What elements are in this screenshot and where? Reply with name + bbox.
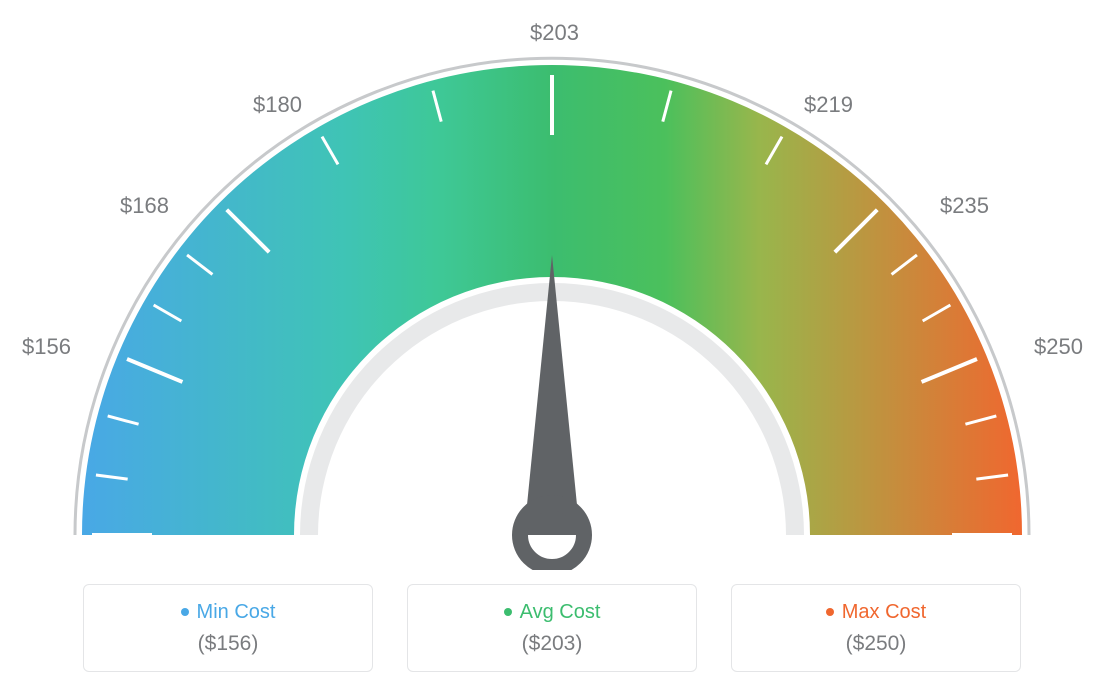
cost-gauge-chart: $156 $168 $180 $203 $219 $235 $250 bbox=[0, 10, 1104, 570]
legend-row: Min Cost ($156) Avg Cost ($203) Max Cost… bbox=[0, 584, 1104, 672]
dot-icon bbox=[826, 608, 834, 616]
legend-card-avg: Avg Cost ($203) bbox=[407, 584, 697, 672]
legend-avg-top: Avg Cost bbox=[504, 601, 601, 624]
legend-min-label: Min Cost bbox=[197, 601, 276, 624]
gauge-tick-label: $203 bbox=[530, 20, 579, 46]
legend-card-min: Min Cost ($156) bbox=[83, 584, 373, 672]
gauge-tick-label: $235 bbox=[940, 193, 989, 219]
dot-icon bbox=[181, 608, 189, 616]
legend-max-label: Max Cost bbox=[842, 601, 926, 624]
gauge-tick-label: $180 bbox=[253, 92, 302, 118]
gauge-tick-label: $168 bbox=[120, 193, 169, 219]
legend-max-top: Max Cost bbox=[826, 601, 926, 624]
gauge-tick-label: $219 bbox=[804, 92, 853, 118]
legend-card-max: Max Cost ($250) bbox=[731, 584, 1021, 672]
legend-min-value: ($156) bbox=[198, 632, 259, 656]
dot-icon bbox=[504, 608, 512, 616]
legend-avg-label: Avg Cost bbox=[520, 601, 601, 624]
legend-min-top: Min Cost bbox=[181, 601, 276, 624]
gauge-tick-label: $250 bbox=[1034, 334, 1083, 360]
gauge-svg bbox=[0, 10, 1104, 570]
gauge-tick-label: $156 bbox=[22, 334, 71, 360]
legend-avg-value: ($203) bbox=[522, 632, 583, 656]
legend-max-value: ($250) bbox=[846, 632, 907, 656]
